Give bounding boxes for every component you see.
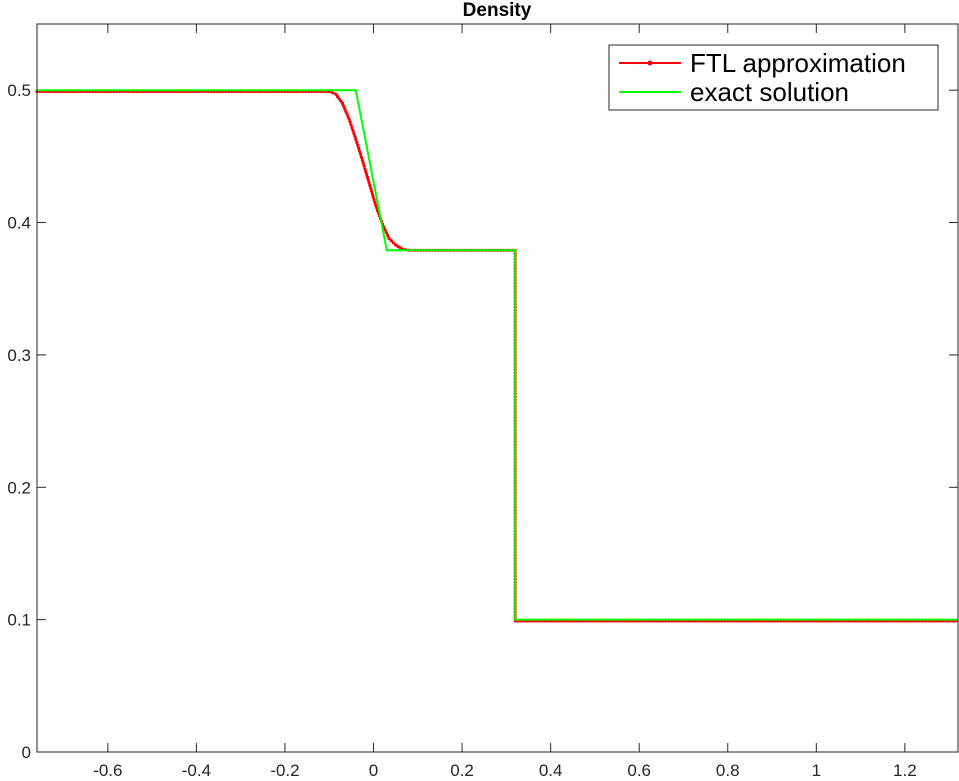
ftl-marker [348,120,352,124]
ftl-marker [374,203,378,207]
ftl-marker [344,109,348,113]
ftl-marker [334,92,338,96]
x-tick-label: -0.2 [270,761,299,780]
ftl-marker [337,97,341,101]
ftl-marker [363,167,367,171]
ftl-marker [357,146,361,150]
ftl-marker [371,195,375,199]
ftl-marker [364,170,368,174]
ftl-marker [347,117,351,121]
ftl-marker [354,137,358,141]
legend-marker-ftl-approximation [647,60,653,66]
series-layer [35,89,958,623]
ftl-marker [386,233,390,238]
ftl-marker [359,155,364,159]
ftl-marker [369,186,373,191]
legend-label-ftl-approximation: FTL approximation [690,48,906,78]
ftl-marker [370,192,374,196]
axes-frame [36,23,959,753]
ftl-marker [340,101,345,105]
x-tick-label: 0.2 [450,761,474,780]
ftl-marker [349,123,353,127]
plot-area [37,24,958,752]
chart-title: Density [463,0,532,21]
ftl-marker [391,241,395,245]
ftl-marker [356,143,360,147]
ftl-marker [358,149,362,153]
ftl-marker [366,178,370,182]
x-tick-label: -0.4 [182,761,211,780]
ftl-marker [339,99,343,103]
legend: FTL approximation exact solution [608,44,939,111]
y-tick-label: 0.3 [7,346,31,365]
axis-ticks: -0.6 -0.4 -0.2 0 0.2 0.4 0.6 0.8 1 1.2 0 0.1 0.2 0.3 0… [7,24,958,780]
ftl-marker [368,184,372,188]
ftl-marker [359,152,363,156]
ftl-marker [384,231,388,235]
ftl-marker [355,140,359,144]
ftl-marker [370,189,374,193]
ftl-marker [350,126,354,130]
ftl-marker [351,129,355,133]
ftl-marker [346,115,350,119]
ftl-marker [353,134,357,138]
x-tick-label: -0.6 [93,761,122,780]
ftl-marker [365,175,369,179]
ftl-marker [372,198,376,202]
y-tick-label: 0.1 [7,611,31,630]
x-tick-label: 0.8 [716,761,740,780]
ftl-marker [352,131,356,136]
x-tick-label: 1.2 [893,761,917,780]
ftl-marker [343,107,347,111]
ftl-marker [360,158,364,162]
ftl-marker [335,94,340,99]
ftl-marker [365,172,369,176]
ftl-marker [331,91,335,95]
y-tick-label: 0.5 [7,81,31,100]
x-tick-label: 0 [369,761,378,780]
ftl-marker [345,112,349,116]
legend-label-exact-solution: exact solution [690,77,849,107]
ftl-marker [387,236,391,240]
ftl-marker [373,200,377,205]
y-tick-label: 0.4 [7,214,31,233]
y-tick-label: 0.2 [7,478,31,497]
series-line-exact-solution [37,89,958,621]
x-tick-label: 0.4 [539,761,563,780]
x-tick-label: 1 [812,761,821,780]
ftl-marker [383,228,387,232]
ftl-marker [361,161,365,165]
x-tick-label: 0.6 [627,761,651,780]
ftl-marker [342,104,346,108]
legend-box [608,44,939,111]
ftl-marker [367,181,371,185]
y-tick-label: 0 [22,743,31,762]
ftl-marker [362,164,366,168]
ftl-marker [389,239,393,243]
